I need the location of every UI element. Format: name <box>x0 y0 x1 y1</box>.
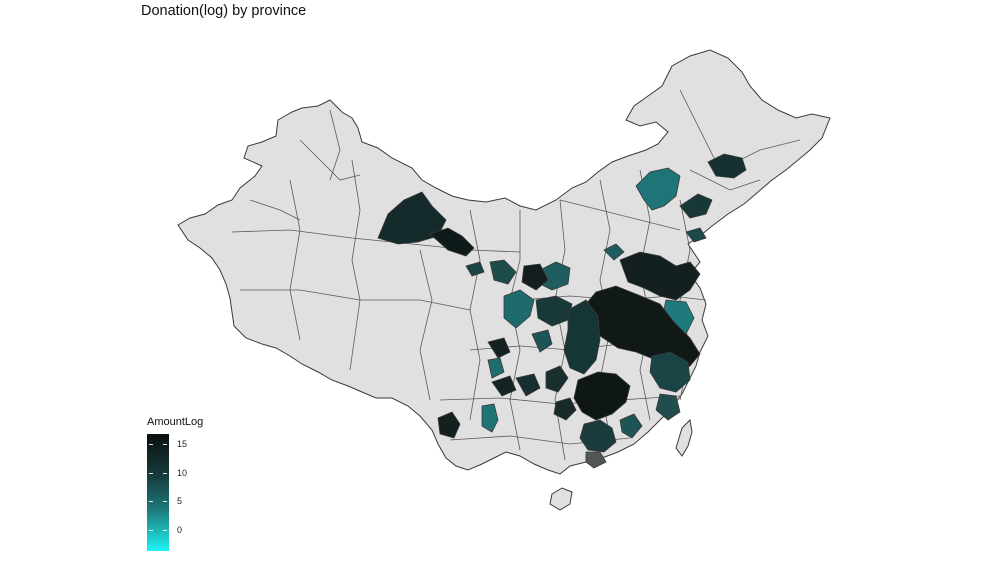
legend-tick-mark <box>163 501 167 503</box>
legend-tick-label: 15 <box>177 439 188 450</box>
legend-tick-mark <box>163 529 167 531</box>
legend-tick-label: 10 <box>177 467 188 478</box>
data-regions <box>377 153 747 469</box>
legend-title: AmountLog <box>147 416 204 428</box>
legend-tick-label: 0 <box>177 524 183 535</box>
legend-tick-mark <box>149 472 153 474</box>
legend-tick-mark <box>149 444 153 446</box>
hainan-outline <box>549 487 573 511</box>
map-title: Donation(log) by province <box>141 3 307 19</box>
legend-tick-mark <box>149 501 153 503</box>
legend-tick-mark <box>163 472 167 474</box>
legend-tick-mark <box>149 529 153 531</box>
legend-tick-mark <box>163 444 167 446</box>
legend-tick-label: 5 <box>177 496 183 507</box>
taiwan-outline <box>675 418 693 457</box>
region-xinjiang-north <box>377 191 447 245</box>
legend-color-bar <box>147 434 169 551</box>
